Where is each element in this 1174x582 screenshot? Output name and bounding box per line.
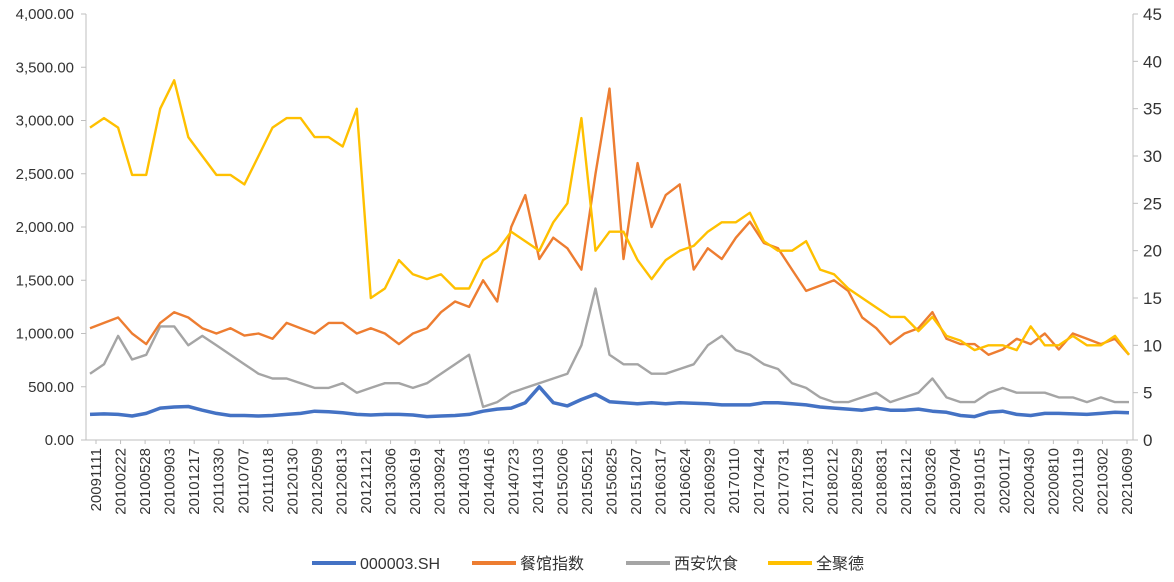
x-tick-label: 20160317 (653, 448, 670, 515)
legend-label-1: 餐馆指数 (520, 555, 584, 573)
left-tick-label: 2,500.00 (16, 166, 74, 183)
x-tick-label: 20100903 (162, 448, 179, 515)
x-tick-label: 20140103 (456, 448, 473, 515)
right-tick-label: 10 (1143, 336, 1162, 355)
x-tick-label: 20130619 (407, 448, 424, 515)
left-tick-label: 0.00 (45, 432, 74, 449)
x-tick-label: 20170731 (775, 448, 792, 515)
x-tick-label: 20201119 (1070, 448, 1087, 513)
left-tick-label: 500.00 (28, 379, 74, 396)
right-tick-label: 20 (1143, 242, 1162, 261)
x-tick-label: 20110707 (235, 448, 252, 514)
left-tick-label: 2,000.00 (16, 219, 74, 236)
x-tick-label: 20110330 (211, 448, 228, 514)
x-tick-label: 20151207 (628, 448, 645, 515)
right-tick-label: 40 (1143, 52, 1162, 71)
right-tick-label: 15 (1143, 289, 1162, 308)
x-tick-label: 20180831 (874, 448, 891, 515)
x-tick-label: 20180212 (824, 448, 841, 515)
series-line-2 (89, 287, 1129, 409)
x-tick-label: 20150206 (554, 448, 571, 515)
x-tick-label: 20100222 (113, 448, 130, 515)
legend: 000003.SH 餐馆指数 西安饮食 全聚德 (312, 555, 864, 573)
right-tick-label: 5 (1143, 384, 1152, 403)
right-axis-ticks: 0 5 10 15 20 25 30 35 40 45 (1133, 5, 1162, 450)
x-tick-label: 20160929 (702, 448, 719, 515)
x-tick-label: 20200430 (1021, 448, 1038, 515)
x-tick-label: 20191015 (972, 448, 989, 515)
left-tick-label: 1,500.00 (16, 272, 74, 289)
left-tick-label: 1,000.00 (16, 326, 74, 343)
right-tick-label: 35 (1143, 100, 1162, 119)
series-line-1 (89, 87, 1130, 356)
x-tick-label: 20160624 (677, 448, 694, 515)
right-tick-label: 30 (1143, 147, 1162, 166)
x-tick-label: 20140723 (505, 448, 522, 515)
x-tick-label: 20130306 (383, 448, 400, 515)
x-tick-label: 20200810 (1045, 448, 1062, 515)
x-tick-label: 20120509 (309, 448, 326, 515)
x-axis-ticks: 20091111 20100222 20100528 20100903 20101217… (88, 440, 1136, 515)
x-tick-label: 20091111 (88, 448, 105, 511)
x-tick-label: 20150825 (604, 448, 621, 515)
right-tick-label: 25 (1143, 194, 1162, 213)
legend-label-2: 西安饮食 (674, 555, 738, 573)
x-tick-label: 20120130 (284, 448, 301, 515)
x-tick-label: 20130924 (432, 448, 449, 515)
x-tick-label: 20150521 (579, 448, 596, 515)
left-axis-ticks: 0.00 500.00 1,000.00 1,500.00 2,000.00 2,500.… (16, 6, 86, 449)
right-tick-label: 0 (1143, 431, 1152, 450)
x-tick-label: 20170110 (726, 448, 743, 514)
x-tick-label: 20180529 (849, 448, 866, 515)
left-tick-label: 3,500.00 (16, 59, 74, 76)
x-tick-label: 20121121 (358, 448, 375, 514)
x-tick-label: 20170424 (751, 448, 768, 515)
x-tick-label: 20141103 (530, 448, 547, 514)
legend-label-0: 000003.SH (360, 556, 440, 573)
axes-layer (85, 14, 1134, 441)
left-tick-label: 3,000.00 (16, 113, 74, 130)
x-tick-label: 20120813 (333, 448, 350, 515)
series-layer (89, 79, 1130, 419)
series-line-3 (89, 79, 1130, 356)
x-tick-label: 20171108 (800, 448, 817, 514)
x-tick-label: 20200117 (996, 448, 1013, 514)
x-tick-label: 20111018 (260, 448, 277, 513)
x-tick-label: 20190326 (923, 448, 940, 515)
right-tick-label: 45 (1143, 5, 1162, 24)
x-tick-label: 20140416 (481, 448, 498, 515)
x-tick-label: 20101217 (186, 448, 203, 515)
x-tick-label: 20190704 (947, 448, 964, 515)
x-tick-label: 20210609 (1119, 448, 1136, 515)
left-tick-label: 4,000.00 (16, 6, 74, 23)
series-line-0 (89, 385, 1130, 419)
x-tick-label: 20100528 (137, 448, 154, 515)
x-tick-label: 20210302 (1094, 448, 1111, 515)
x-tick-label: 20181212 (898, 448, 915, 515)
legend-label-3: 全聚德 (816, 555, 864, 573)
